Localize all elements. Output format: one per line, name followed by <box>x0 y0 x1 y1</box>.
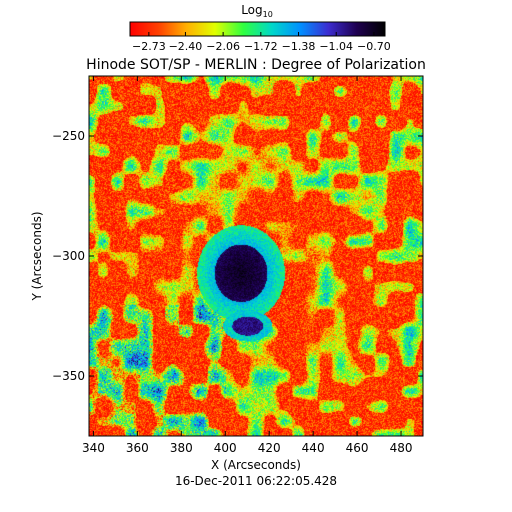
x-axis-label: X (Arcseconds) <box>211 458 301 472</box>
y-axis: −250 −300 −350 <box>52 129 423 383</box>
colorbar <box>129 21 386 37</box>
y-tick-label: −300 <box>52 249 85 263</box>
y-tick-label: −350 <box>52 369 85 383</box>
chart-title: Hinode SOT/SP - MERLIN : Degree of Polar… <box>86 57 426 73</box>
heatmap-image <box>89 76 423 436</box>
y-axis-label: Y (Arcseconds) <box>30 211 44 301</box>
colorbar-tick-label: −0.70 <box>357 40 391 53</box>
timestamp: 16-Dec-2011 06:22:05.428 <box>175 474 337 488</box>
x-tick-label: 440 <box>302 441 325 455</box>
colorbar-tick-label: −1.38 <box>282 40 316 53</box>
colorbar-tick-label: −2.40 <box>169 40 203 53</box>
colorbar-ticks: −2.73 −2.40 −2.06 −1.72 −1.38 −1.04 −0.70 <box>132 32 391 53</box>
colorbar-tick-label: −2.73 <box>132 40 166 53</box>
x-tick-label: 340 <box>82 441 105 455</box>
y-tick-label: −250 <box>52 129 85 143</box>
x-axis: 340 360 380 400 420 440 460 480 <box>82 76 413 455</box>
x-tick-label: 420 <box>258 441 281 455</box>
x-tick-label: 380 <box>170 441 193 455</box>
colorbar-tick-label: −1.72 <box>244 40 278 53</box>
colorbar-tick-label: −2.06 <box>206 40 240 53</box>
x-tick-label: 460 <box>346 441 369 455</box>
x-tick-label: 400 <box>214 441 237 455</box>
colorbar-title: Log10 <box>241 3 273 19</box>
x-tick-label: 480 <box>390 441 413 455</box>
x-tick-label: 360 <box>126 441 149 455</box>
colorbar-tick-label: −1.04 <box>319 40 353 53</box>
